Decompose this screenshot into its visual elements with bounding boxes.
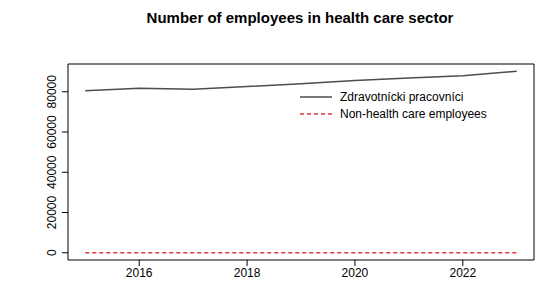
svg-text:2022: 2022 — [449, 266, 476, 280]
svg-text:2020: 2020 — [342, 266, 369, 280]
svg-text:60000: 60000 — [45, 115, 59, 149]
html-text:Non-health care employees: Non-health care employees — [340, 106, 487, 121]
svg-text:2018: 2018 — [234, 266, 261, 280]
html-text:Zdravotnícki pracovníci: Zdravotnícki pracovníci — [340, 89, 464, 104]
svg-text:2016: 2016 — [126, 266, 153, 280]
html-text:Number of employees in health: Number of employees in health care secto… — [146, 9, 454, 26]
svg-text:0: 0 — [45, 249, 59, 256]
svg-text:20000: 20000 — [45, 196, 59, 230]
svg-text:80000: 80000 — [45, 75, 59, 109]
svg-text:40000: 40000 — [45, 155, 59, 189]
